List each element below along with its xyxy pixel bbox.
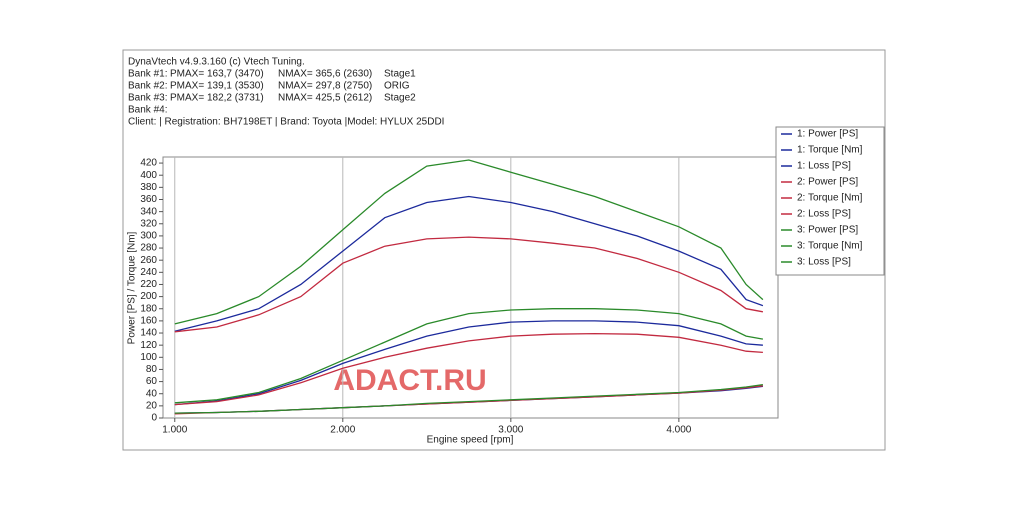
bank-label: Bank #1: [128,69,167,80]
bank-pmax: PMAX= 163,7 (3470) [170,69,264,80]
y-tick-label: 400 [140,170,157,181]
y-tick-label: 160 [140,316,157,327]
client-info: Client: | Registration: BH7198ET | Brand… [128,117,444,128]
legend-label: 1: Loss [PS] [797,161,851,172]
y-tick-label: 20 [146,401,158,412]
legend-label: 1: Torque [Nm] [797,145,863,156]
y-tick-label: 80 [146,364,158,375]
legend-label: 3: Loss [PS] [797,257,851,268]
bank-nmax: NMAX= 297,8 (2750) [278,81,372,92]
series-line [174,195,764,332]
y-tick-label: 100 [140,352,157,363]
bank-stage: ORIG [384,81,410,92]
bank-pmax: PMAX= 182,2 (3731) [170,93,264,104]
y-tick-label: 300 [140,231,157,242]
bank-pmax: PMAX= 139,1 (3530) [170,81,264,92]
y-tick-label: 240 [140,267,157,278]
y-tick-label: 340 [140,206,157,217]
legend-label: 2: Torque [Nm] [797,193,863,204]
legend-label: 2: Loss [PS] [797,209,851,220]
y-tick-label: 180 [140,303,157,314]
series-line [174,159,764,325]
legend-label: 2: Power [PS] [797,177,858,188]
y-axis-label: Power [PS] / Torque [Nm] [127,231,138,344]
x-tick-label: 1.000 [162,425,187,436]
series-line [174,308,764,404]
y-tick-label: 380 [140,182,157,193]
y-tick-label: 420 [140,158,157,169]
plot-area [162,156,779,419]
y-tick-label: 0 [151,413,157,424]
y-tick-label: 120 [140,340,157,351]
bank-label: Bank #3: [128,93,167,104]
bank-stage: Stage2 [384,93,416,104]
y-tick-label: 40 [146,388,158,399]
series-line [174,236,764,333]
watermark: ADACT.RU [333,364,486,397]
y-tick-label: 260 [140,255,157,266]
y-tick-label: 360 [140,194,157,205]
bank-nmax: NMAX= 365,6 (2630) [278,69,372,80]
legend-label: 3: Power [PS] [797,225,858,236]
bank-label: Bank #4: [128,105,167,116]
y-tick-label: 200 [140,291,157,302]
x-tick-label: 4.000 [666,425,691,436]
series-line [174,383,763,414]
y-tick-label: 280 [140,243,157,254]
y-tick-label: 320 [140,218,157,229]
y-tick-label: 140 [140,328,157,339]
x-tick-label: 3.000 [498,425,523,436]
series-line [174,332,763,406]
app-title: DynaVtech v4.9.3.160 (c) Vtech Tuning. [128,57,305,68]
legend [775,126,885,276]
y-tick-label: 220 [140,279,157,290]
bank-stage: Stage1 [384,69,416,80]
bank-nmax: NMAX= 425,5 (2612) [278,93,372,104]
x-axis-label: Engine speed [rpm] [427,435,514,446]
series-line [174,320,763,406]
bank-label: Bank #2: [128,81,167,92]
legend-label: 1: Power [PS] [797,129,858,140]
x-tick-label: 2.000 [330,425,355,436]
legend-label: 3: Torque [Nm] [797,241,863,252]
y-tick-label: 60 [146,376,158,387]
